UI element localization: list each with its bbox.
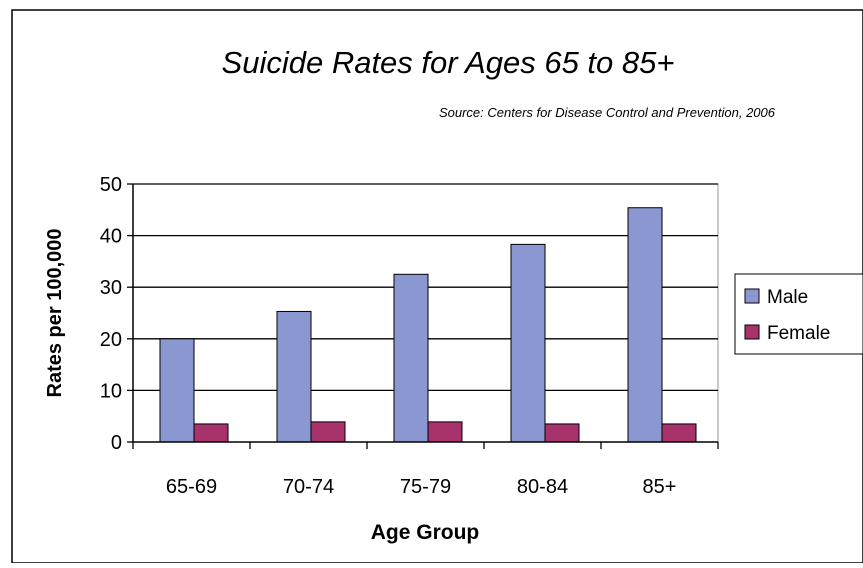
chart-title: Suicide Rates for Ages 65 to 85+ — [222, 45, 675, 80]
y-tick-label: 10 — [100, 380, 122, 402]
x-axis-label: Age Group — [371, 521, 480, 544]
legend-box — [734, 273, 863, 355]
bar-female-75-79 — [427, 421, 463, 443]
x-tick-labels: 65-69 70-74 75-79 80-84 85+ — [166, 476, 677, 498]
legend-label-male: Male — [767, 287, 808, 308]
y-tick-label: 20 — [100, 329, 122, 351]
bar-male-85+ — [627, 207, 663, 443]
legend-swatch-male — [744, 288, 760, 304]
x-tick-label: 80-84 — [517, 476, 568, 498]
bar-male-75-79 — [393, 273, 429, 443]
x-tick-label: 85+ — [643, 476, 677, 498]
bar-female-80-84 — [544, 423, 580, 443]
y-axis-label: Rates per 100,000 — [44, 228, 66, 397]
bars — [159, 207, 697, 443]
legend: Male Female — [734, 273, 863, 355]
x-tick-label: 70-74 — [283, 476, 334, 498]
bar-female-70-74 — [310, 421, 346, 443]
bar-male-70-74 — [276, 310, 312, 443]
axes — [127, 183, 719, 449]
y-tick-labels: 0 10 20 30 40 50 — [100, 174, 122, 454]
y-tick-label: 50 — [100, 174, 122, 196]
x-tick-label: 75-79 — [400, 476, 451, 498]
y-tick-label: 30 — [100, 277, 122, 299]
legend-label-female: Female — [767, 323, 830, 344]
y-tick-label: 40 — [100, 226, 122, 248]
bar-female-65-69 — [193, 423, 229, 443]
chart-subtitle: Source: Centers for Disease Control and … — [439, 105, 776, 120]
x-tick-label: 65-69 — [166, 476, 217, 498]
bar-male-80-84 — [510, 243, 546, 443]
bar-male-65-69 — [159, 338, 195, 443]
y-tick-label: 0 — [111, 432, 122, 454]
legend-swatch-female — [744, 324, 760, 340]
bar-female-85+ — [661, 423, 697, 443]
